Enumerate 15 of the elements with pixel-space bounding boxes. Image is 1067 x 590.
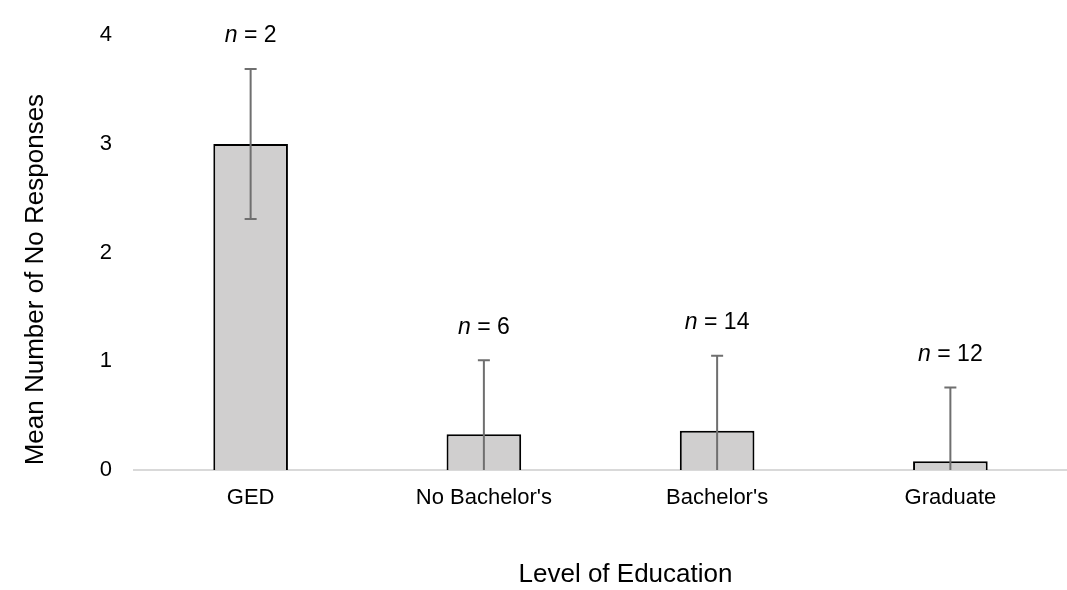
annotation: n = 12 [918, 339, 983, 366]
x-tick-label: No Bachelor's [415, 484, 553, 510]
y-tick-label: 2 [99, 238, 112, 264]
annotation: n = 14 [684, 308, 750, 335]
x-tick-label: GED [226, 484, 275, 510]
y-tick-label: 0 [99, 456, 112, 482]
annotation: n = 2 [224, 21, 277, 48]
x-tick-label: Graduate [904, 484, 997, 510]
y-tick-label: 3 [99, 129, 112, 155]
y-tick-label: 1 [99, 347, 112, 373]
annotation: n = 6 [457, 312, 510, 339]
x-tick-label: Bachelor's [666, 484, 769, 510]
x-axis-title: Level of Education [518, 558, 733, 589]
y-tick-label: 4 [99, 21, 112, 47]
y-axis-title: Mean Number of No Responses [19, 93, 50, 466]
